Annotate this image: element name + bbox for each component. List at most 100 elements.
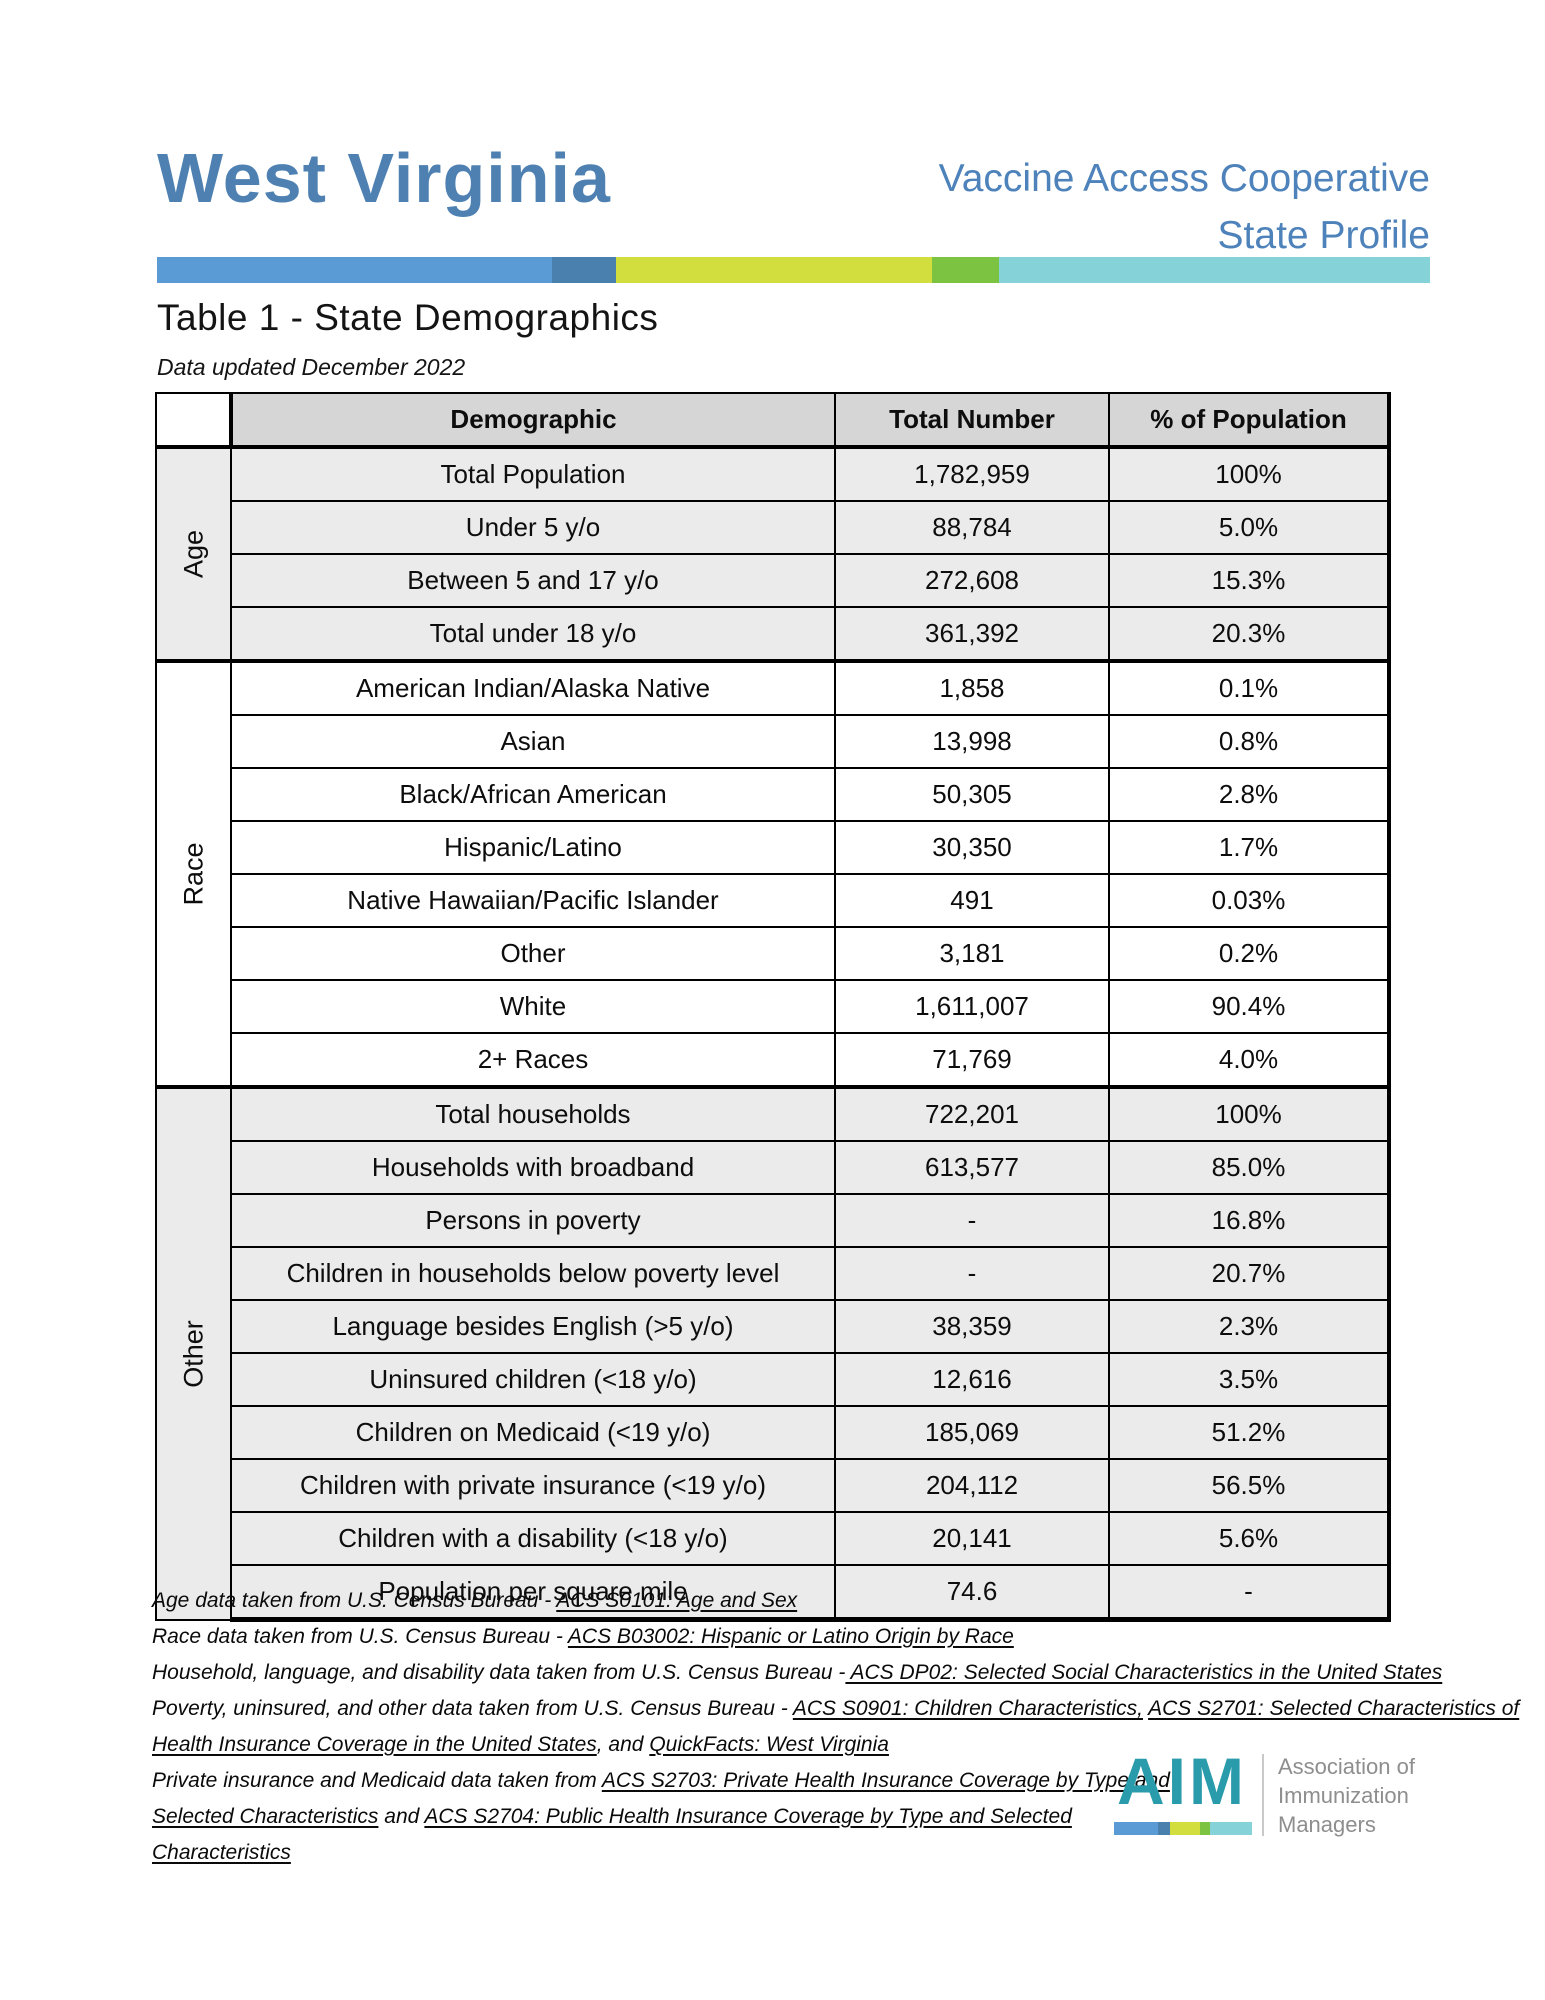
table-row: Children with a disability (<18 y/o) 20,1… xyxy=(156,1511,1391,1566)
demographics-table: Demographic Total Number% of Population Ag… xyxy=(155,392,1391,1622)
cell-total-number: 361,392 xyxy=(834,606,1110,662)
cell-percent: 0.2% xyxy=(1108,926,1391,981)
table-row: Between 5 and 17 y/o 272,608 15.3% xyxy=(156,553,1391,608)
stripe-segment-yellow-green xyxy=(1170,1822,1200,1835)
table-row: Other Total households 722,201 100% xyxy=(155,1085,1391,1621)
cell-demographic: Children on Medicaid (<19 y/o) xyxy=(230,1405,836,1460)
cell-total-number: 38,359 xyxy=(834,1299,1110,1354)
cell-demographic: Under 5 y/o xyxy=(230,500,836,555)
stripe-segment-dark-blue xyxy=(1158,1822,1170,1835)
cell-demographic: Total Population xyxy=(230,445,836,502)
cell-percent: 56.5% xyxy=(1108,1458,1391,1513)
cell-demographic: Households with broadband xyxy=(230,1140,836,1195)
cell-percent: 20.7% xyxy=(1108,1246,1391,1301)
source-link[interactable]: ACS S2703: Private Health Insurance Cove… xyxy=(601,1769,1170,1792)
source-link[interactable]: ACS B03002: Hispanic or Latino Origin by… xyxy=(567,1625,1014,1648)
aim-org-line2: Immunization xyxy=(1278,1783,1409,1808)
table-row: White 1,611,007 90.4% xyxy=(156,979,1391,1034)
cell-percent: 4.0% xyxy=(1108,1032,1391,1088)
table-row: Language besides English (>5 y/o) 38,359 2… xyxy=(156,1299,1391,1354)
source-link[interactable]: ACS S2704: Public Health Insurance Cover… xyxy=(424,1805,1072,1828)
column-header: Demographic xyxy=(229,392,836,448)
cell-demographic: Hispanic/Latino xyxy=(230,820,836,875)
cell-total-number: 272,608 xyxy=(834,553,1110,608)
cell-total-number: 613,577 xyxy=(834,1140,1110,1195)
aim-logo: AIM Association of Immunization Managers xyxy=(1112,1748,1452,1844)
cell-demographic: White xyxy=(230,979,836,1034)
cell-total-number: 50,305 xyxy=(834,767,1110,822)
aim-logo-acronym: AIM xyxy=(1117,1744,1247,1818)
cell-total-number: 74.6 xyxy=(834,1564,1110,1622)
source-link[interactable]: ACS S2701: Selected Characteristics of xyxy=(1148,1697,1520,1720)
footnote-text: Race data taken from U.S. Census Bureau … xyxy=(152,1625,568,1648)
source-link[interactable]: ACS S0101: Age and Sex xyxy=(556,1589,798,1612)
table-row: Other 3,181 0.2% xyxy=(156,926,1391,981)
cell-percent: 5.6% xyxy=(1108,1511,1391,1566)
cell-demographic: Between 5 and 17 y/o xyxy=(230,553,836,608)
cell-percent: 100% xyxy=(1108,445,1391,502)
cell-demographic: Total under 18 y/o xyxy=(230,606,836,662)
cell-demographic: Population per square mile xyxy=(230,1564,836,1622)
table-row: Uninsured children (<18 y/o) 12,616 3.5% xyxy=(156,1352,1391,1407)
column-header: Total Number xyxy=(834,392,1110,448)
source-link[interactable]: Selected Characteristics xyxy=(152,1805,379,1828)
aim-logo-stripe xyxy=(1114,1822,1252,1835)
cell-total-number: 3,181 xyxy=(834,926,1110,981)
cell-demographic: 2+ Races xyxy=(230,1032,836,1088)
footnote-text: Poverty, uninsured, and other data taken… xyxy=(152,1697,793,1720)
section-label-other: Other xyxy=(155,1085,232,1621)
state-name-title: West Virginia xyxy=(157,139,611,217)
source-link[interactable]: ACS DP02: Selected Social Characteristic… xyxy=(845,1661,1443,1684)
cell-demographic: Persons in poverty xyxy=(230,1193,836,1248)
table-row: Total under 18 y/o 361,392 20.3% xyxy=(156,606,1391,662)
cell-total-number: 1,858 xyxy=(834,659,1110,716)
cell-percent: 100% xyxy=(1108,1085,1391,1142)
program-title-line1: Vaccine Access Cooperative xyxy=(938,157,1430,200)
footnote-text: Private insurance and Medicaid data take… xyxy=(152,1769,602,1792)
footnote-line: Age data taken from U.S. Census Bureau -… xyxy=(152,1583,1544,1619)
cell-percent: 0.1% xyxy=(1108,659,1391,716)
cell-demographic: Asian xyxy=(230,714,836,769)
table-row: Hispanic/Latino 30,350 1.7% xyxy=(156,820,1391,875)
cell-percent: 2.3% xyxy=(1108,1299,1391,1354)
cell-demographic: Black/African American xyxy=(230,767,836,822)
cell-total-number: 185,069 xyxy=(834,1405,1110,1460)
source-link[interactable]: Health Insurance Coverage in the United … xyxy=(152,1733,597,1756)
stripe-segment-yellow-green xyxy=(616,257,932,283)
table-title: Table 1 - State Demographics xyxy=(157,297,659,338)
footnote-line: Poverty, uninsured, and other data taken… xyxy=(152,1691,1544,1727)
source-link[interactable]: Characteristics xyxy=(152,1841,291,1864)
table-row: Population per square mile 74.6- xyxy=(156,1564,1391,1622)
cell-percent: 85.0% xyxy=(1108,1140,1391,1195)
cell-total-number: 1,782,959 xyxy=(834,445,1110,502)
stripe-segment-blue xyxy=(157,257,552,283)
footnote-line: Household, language, and disability data… xyxy=(152,1655,1544,1691)
cell-total-number: - xyxy=(834,1246,1110,1301)
footnote-line: Private insurance and Medicaid data take… xyxy=(152,1763,1544,1799)
stripe-segment-blue xyxy=(1114,1822,1158,1835)
source-link[interactable]: QuickFacts: West Virginia xyxy=(649,1733,889,1756)
cell-demographic: Children in households below poverty lev… xyxy=(230,1246,836,1301)
footnote-line: Characteristics xyxy=(152,1835,1544,1871)
footnote-text: Age data taken from U.S. Census Bureau - xyxy=(152,1589,557,1612)
table-row: Households with broadband 613,577 85.0% xyxy=(156,1140,1391,1195)
cell-total-number: 1,611,007 xyxy=(834,979,1110,1034)
footnotes: Age data taken from U.S. Census Bureau -… xyxy=(152,1583,1544,1871)
source-link[interactable]: ACS S0901: Children Characteristics, xyxy=(792,1697,1143,1720)
cell-demographic: American Indian/Alaska Native xyxy=(230,659,836,716)
cell-total-number: 13,998 xyxy=(834,714,1110,769)
cell-percent: - xyxy=(1108,1564,1391,1622)
footnote-text: , and xyxy=(596,1733,650,1756)
cell-total-number: 12,616 xyxy=(834,1352,1110,1407)
column-header: % of Population xyxy=(1108,392,1391,448)
data-updated-note: Data updated December 2022 xyxy=(157,354,466,380)
table-row: Age Total Population 1,782,959 100% xyxy=(155,445,1391,662)
program-title-line2: State Profile xyxy=(1217,214,1430,257)
cell-percent: 1.7% xyxy=(1108,820,1391,875)
stripe-segment-teal xyxy=(999,257,1430,283)
cell-total-number: 20,141 xyxy=(834,1511,1110,1566)
table-row: Black/African American 50,305 2.8% xyxy=(156,767,1391,822)
table-row: Children on Medicaid (<19 y/o) 185,069 51.… xyxy=(156,1405,1391,1460)
brand-stripe xyxy=(157,257,1430,283)
cell-demographic: Children with private insurance (<19 y/o… xyxy=(230,1458,836,1513)
